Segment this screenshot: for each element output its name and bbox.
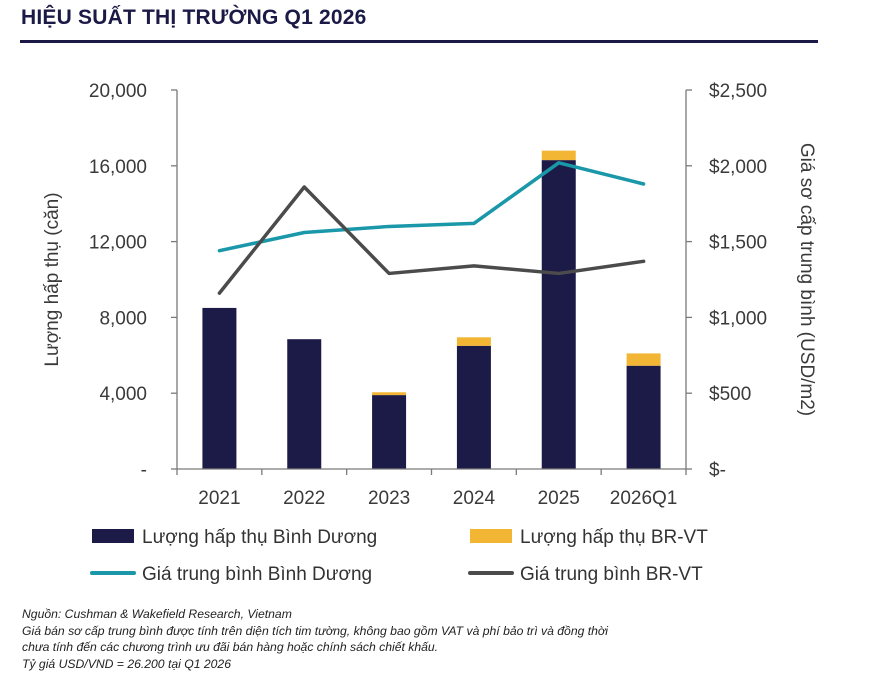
bar-series1-2023 bbox=[372, 395, 407, 469]
legend-label-2: Lượng hấp thụ BR-VT bbox=[520, 527, 708, 548]
legend-label-3: Giá trung bình Bình Dương bbox=[142, 564, 372, 585]
title-divider bbox=[20, 40, 818, 43]
y2-axis-title: Giá sơ cấp trung bình (USD/m2) bbox=[796, 143, 817, 416]
x-tick-label: 2025 bbox=[538, 488, 580, 509]
left-tick-label: 4,000 bbox=[99, 384, 147, 405]
source-note: Nguồn: Cushman & Wakefield Research, Vie… bbox=[22, 607, 292, 621]
right-tick-label: $1,500 bbox=[709, 233, 767, 254]
right-tick-label: $- bbox=[709, 460, 726, 481]
legend-swatch-1 bbox=[92, 529, 134, 543]
bar-series2-2025 bbox=[541, 150, 576, 161]
line-series-2 bbox=[217, 185, 646, 295]
x-tick-label: 2023 bbox=[368, 488, 410, 509]
bar-series1-2022 bbox=[287, 339, 322, 469]
left-tick-label: 8,000 bbox=[99, 308, 147, 329]
footnote-line-3: Tỷ giá USD/VND = 26.200 tại Q1 2026 bbox=[22, 656, 231, 671]
left-tick-label: 12,000 bbox=[89, 233, 147, 254]
left-tick-label: 20,000 bbox=[89, 81, 147, 102]
bar-series1-2021 bbox=[202, 307, 237, 469]
chart: - 4,000 8,000 12,000 16,000 20,000 $- $500 $1,00… bbox=[42, 81, 817, 585]
left-tick-label: 16,000 bbox=[89, 157, 147, 178]
right-tick-label: $2,500 bbox=[709, 81, 767, 102]
bar-series1-2025 bbox=[541, 160, 576, 470]
legend-label-4: Giá trung bình BR-VT bbox=[520, 564, 703, 585]
bar-series1-2026Q1 bbox=[626, 365, 661, 469]
x-tick-label: 2026Q1 bbox=[610, 488, 678, 509]
right-tick-label: $1,000 bbox=[709, 308, 767, 329]
y-axis-title: Lượng hấp thụ (căn) bbox=[42, 192, 63, 366]
bar-series2-2023 bbox=[372, 392, 407, 396]
footnote-line-2: chưa tính đến các chương trình ưu đãi bá… bbox=[22, 640, 439, 655]
x-tick-label: 2021 bbox=[198, 488, 240, 509]
page-title: HIỆU SUẤT THỊ TRƯỜNG Q1 2026 bbox=[21, 6, 367, 29]
x-tick-label: 2022 bbox=[283, 488, 325, 509]
right-tick-label: $500 bbox=[709, 384, 751, 405]
bar-series2-2026Q1 bbox=[626, 353, 661, 366]
right-tick-label: $2,000 bbox=[709, 157, 767, 178]
footnote-line-1: Giá bán sơ cấp trung bình được tính trên… bbox=[22, 623, 609, 638]
chart-notes: Nguồn: Cushman & Wakefield Research, Vie… bbox=[22, 606, 842, 672]
legend-swatch-2 bbox=[470, 529, 512, 543]
x-tick-label: 2024 bbox=[453, 488, 496, 509]
legend-label-1: Lượng hấp thụ Bình Dương bbox=[142, 527, 377, 548]
left-tick-label: - bbox=[141, 460, 147, 481]
bar-series2-2024 bbox=[456, 337, 491, 346]
line-series-1 bbox=[217, 161, 646, 253]
bar-series1-2024 bbox=[456, 345, 491, 469]
